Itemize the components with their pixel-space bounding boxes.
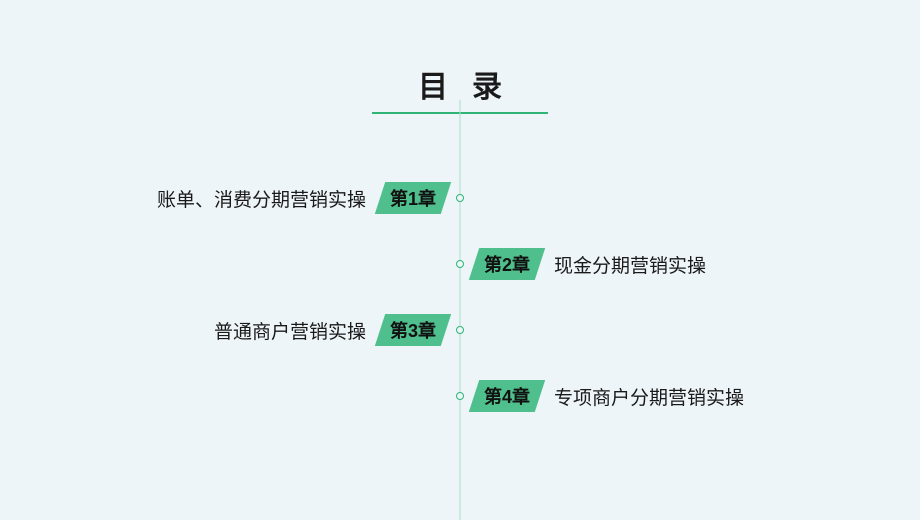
toc-entry: 普通商户营销实操第3章	[214, 314, 460, 346]
entry-text: 普通商户营销实操	[214, 317, 366, 344]
toc-entry: 账单、消费分期营销实操第1章	[157, 182, 460, 214]
entry-text: 账单、消费分期营销实操	[157, 185, 366, 212]
entry-text: 专项商户分期营销实操	[554, 383, 744, 410]
entry-text: 现金分期营销实操	[554, 251, 706, 278]
chapter-badge: 第3章	[380, 314, 446, 346]
chapter-badge: 第1章	[380, 182, 446, 214]
toc-entry: 第4章专项商户分期营销实操	[460, 380, 744, 412]
timeline-line	[460, 100, 461, 520]
toc-entry: 第2章现金分期营销实操	[460, 248, 706, 280]
chapter-badge: 第4章	[474, 380, 540, 412]
chapter-badge: 第2章	[474, 248, 540, 280]
